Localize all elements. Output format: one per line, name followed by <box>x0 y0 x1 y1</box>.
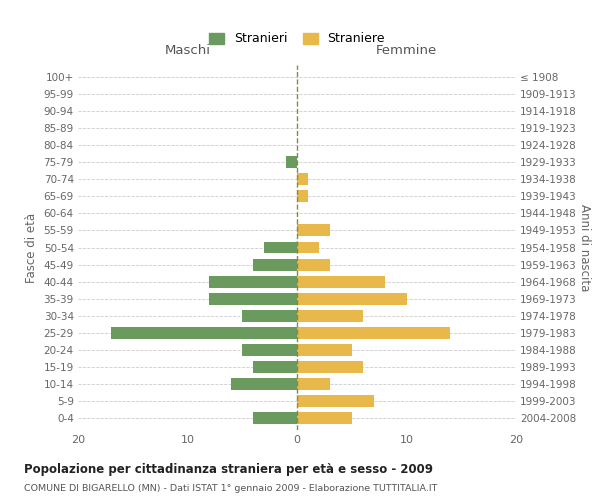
Text: Femmine: Femmine <box>376 44 437 58</box>
Bar <box>297 361 362 373</box>
Text: Popolazione per cittadinanza straniera per età e sesso - 2009: Popolazione per cittadinanza straniera p… <box>24 462 433 475</box>
Y-axis label: Anni di nascita: Anni di nascita <box>578 204 591 291</box>
Bar <box>297 378 330 390</box>
Text: Maschi: Maschi <box>164 44 211 58</box>
Bar <box>232 378 297 390</box>
Bar <box>264 242 297 254</box>
Bar <box>297 276 385 287</box>
Bar <box>297 395 374 407</box>
Bar <box>297 412 352 424</box>
Bar <box>297 242 319 254</box>
Bar <box>209 276 297 287</box>
Bar <box>297 344 352 356</box>
Bar <box>111 327 297 339</box>
Bar <box>242 310 297 322</box>
Bar <box>242 344 297 356</box>
Text: COMUNE DI BIGARELLO (MN) - Dati ISTAT 1° gennaio 2009 - Elaborazione TUTTITALIA.: COMUNE DI BIGARELLO (MN) - Dati ISTAT 1°… <box>24 484 437 493</box>
Bar <box>297 310 362 322</box>
Bar <box>297 174 308 185</box>
Bar <box>286 156 297 168</box>
Y-axis label: Fasce di età: Fasce di età <box>25 212 38 282</box>
Bar <box>253 361 297 373</box>
Bar <box>209 292 297 304</box>
Bar <box>297 327 450 339</box>
Bar <box>297 258 330 270</box>
Bar <box>297 292 407 304</box>
Legend: Stranieri, Straniere: Stranieri, Straniere <box>204 28 390 50</box>
Bar <box>253 258 297 270</box>
Bar <box>297 224 330 236</box>
Bar <box>253 412 297 424</box>
Bar <box>297 190 308 202</box>
